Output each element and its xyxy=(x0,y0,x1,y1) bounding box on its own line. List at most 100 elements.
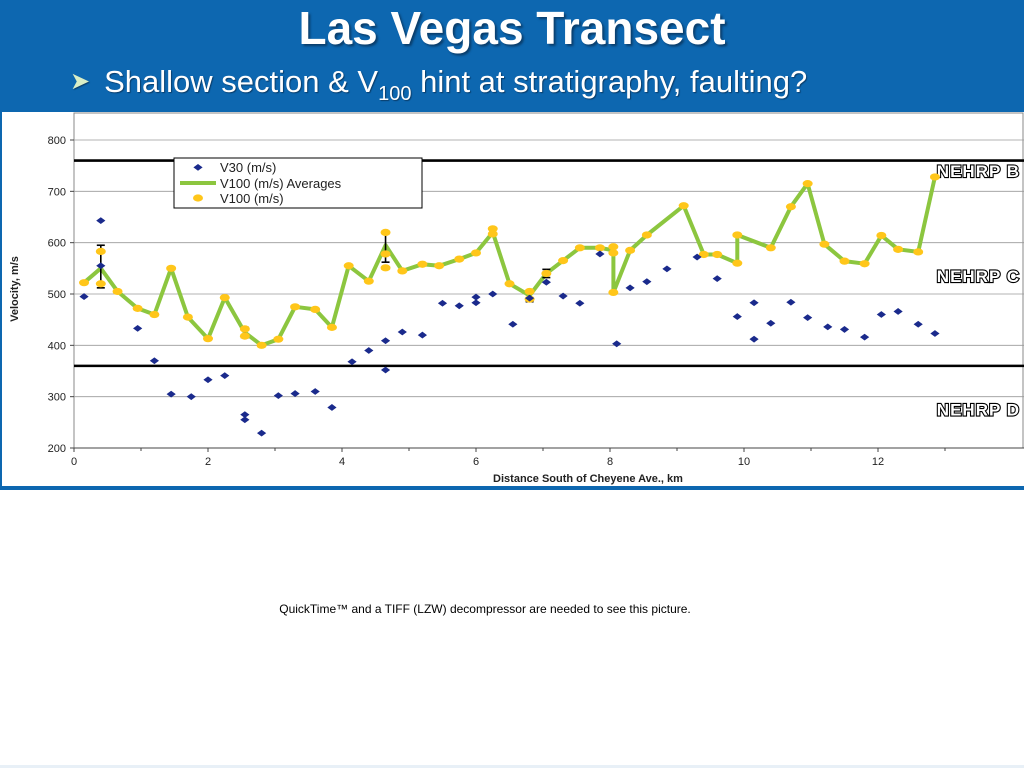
v30-point xyxy=(766,319,776,327)
v100-point xyxy=(417,260,428,268)
v30-point xyxy=(803,314,813,322)
v30-point xyxy=(257,429,267,437)
v30-point xyxy=(823,323,833,331)
v100-point xyxy=(712,250,723,259)
v100-point xyxy=(608,243,619,251)
v100-point xyxy=(363,277,374,285)
v30-point xyxy=(240,411,250,419)
v100-point xyxy=(839,257,850,265)
bullet-text-subscript: 100 xyxy=(378,83,412,105)
v30-point xyxy=(541,278,551,286)
v30-point xyxy=(364,347,374,354)
y-tick-label: 800 xyxy=(48,135,66,147)
v100-point xyxy=(454,255,465,263)
v100-point xyxy=(239,332,250,340)
v30-point xyxy=(893,308,903,315)
v100-point xyxy=(678,202,689,210)
v100-point xyxy=(819,240,830,248)
x-tick-label: 10 xyxy=(738,456,750,468)
v30-point xyxy=(642,278,652,286)
v100-point xyxy=(487,230,498,238)
y-tick-label: 400 xyxy=(48,340,66,352)
v30-point xyxy=(525,294,535,302)
v30-point xyxy=(327,404,337,411)
v30-point xyxy=(749,335,759,343)
v100-point xyxy=(380,250,391,258)
x-tick-label: 12 xyxy=(872,456,884,468)
v100-point xyxy=(290,303,301,311)
v100-point xyxy=(608,249,619,257)
v100-point xyxy=(166,264,177,272)
v30-point xyxy=(380,366,391,374)
x-tick-label: 0 xyxy=(71,456,77,468)
v30-point xyxy=(96,262,106,270)
v100-point xyxy=(203,335,213,343)
v30-point xyxy=(558,292,568,300)
nehrp-region-label: NEHRP D xyxy=(937,401,1020,420)
v100-point xyxy=(149,310,160,319)
v30-point xyxy=(149,357,159,365)
x-tick-label: 8 xyxy=(607,456,613,468)
v30-point xyxy=(166,390,176,398)
y-tick-label: 600 xyxy=(48,238,66,250)
v100-point xyxy=(558,257,569,265)
v30-point xyxy=(692,253,702,261)
v30-point xyxy=(625,284,635,292)
bullet-text-prefix: Shallow section & V xyxy=(104,64,379,99)
v30-point xyxy=(575,299,585,307)
v30-point xyxy=(417,331,427,339)
v100-point xyxy=(625,246,636,254)
chart-area: 200 300 400 500 600 700 800 0 2 4 6 8 10 12 Distance S… xyxy=(2,112,1024,486)
v100-point xyxy=(859,260,870,268)
y-axis-title: Velocity, m/s xyxy=(9,256,21,322)
v100-point xyxy=(765,244,776,252)
v100-point xyxy=(343,262,354,270)
v30-point xyxy=(749,299,759,307)
v30-point xyxy=(454,302,464,310)
v30-point xyxy=(220,372,230,380)
v30-point xyxy=(930,330,940,337)
v100-point xyxy=(641,231,652,239)
nehrp-region-label: NEHRP B xyxy=(937,162,1020,181)
v100-point xyxy=(471,249,481,257)
x-tick-label: 6 xyxy=(473,456,479,468)
v100-point xyxy=(310,305,321,313)
footer-line xyxy=(0,765,1024,768)
v30-point xyxy=(712,275,722,282)
v100-point xyxy=(876,231,887,240)
legend-label-v30: V30 (m/s) xyxy=(220,160,276,175)
v100-point xyxy=(326,323,337,331)
v30-point xyxy=(380,337,391,345)
v30-point xyxy=(290,390,300,397)
x-tick-label: 2 xyxy=(205,456,211,468)
v30-point xyxy=(913,320,923,328)
v30-point xyxy=(839,326,850,333)
y-tick-label: 300 xyxy=(48,392,66,404)
v100-point xyxy=(112,287,123,296)
v100-point xyxy=(524,287,535,296)
v30-point xyxy=(186,393,196,401)
bullet-point: ➤ Shallow section & V100 hint at stratigr… xyxy=(70,62,807,106)
v100-point xyxy=(380,264,391,272)
v30-point xyxy=(471,299,481,307)
v100-point xyxy=(732,259,743,267)
legend-label-v100: V100 (m/s) xyxy=(220,191,284,206)
v100-point xyxy=(594,244,605,252)
v30-point xyxy=(437,299,448,307)
y-tick-label: 200 xyxy=(48,443,66,455)
v100-point xyxy=(732,231,743,239)
v30-point xyxy=(860,333,870,341)
bullet-text-suffix: hint at stratigraphy, faulting? xyxy=(411,64,808,99)
y-tick-label: 700 xyxy=(48,186,66,198)
v100-point xyxy=(380,228,391,236)
v30-point xyxy=(595,250,605,258)
v100-point xyxy=(802,180,813,188)
v100-point xyxy=(574,244,585,252)
v30-point xyxy=(508,320,518,328)
nehrp-region-label: NEHRP C xyxy=(937,267,1020,286)
v100-point xyxy=(504,280,515,288)
v30-point xyxy=(203,376,213,384)
v100-point xyxy=(929,173,940,181)
v30-point xyxy=(612,340,622,348)
v30-point xyxy=(471,293,481,301)
